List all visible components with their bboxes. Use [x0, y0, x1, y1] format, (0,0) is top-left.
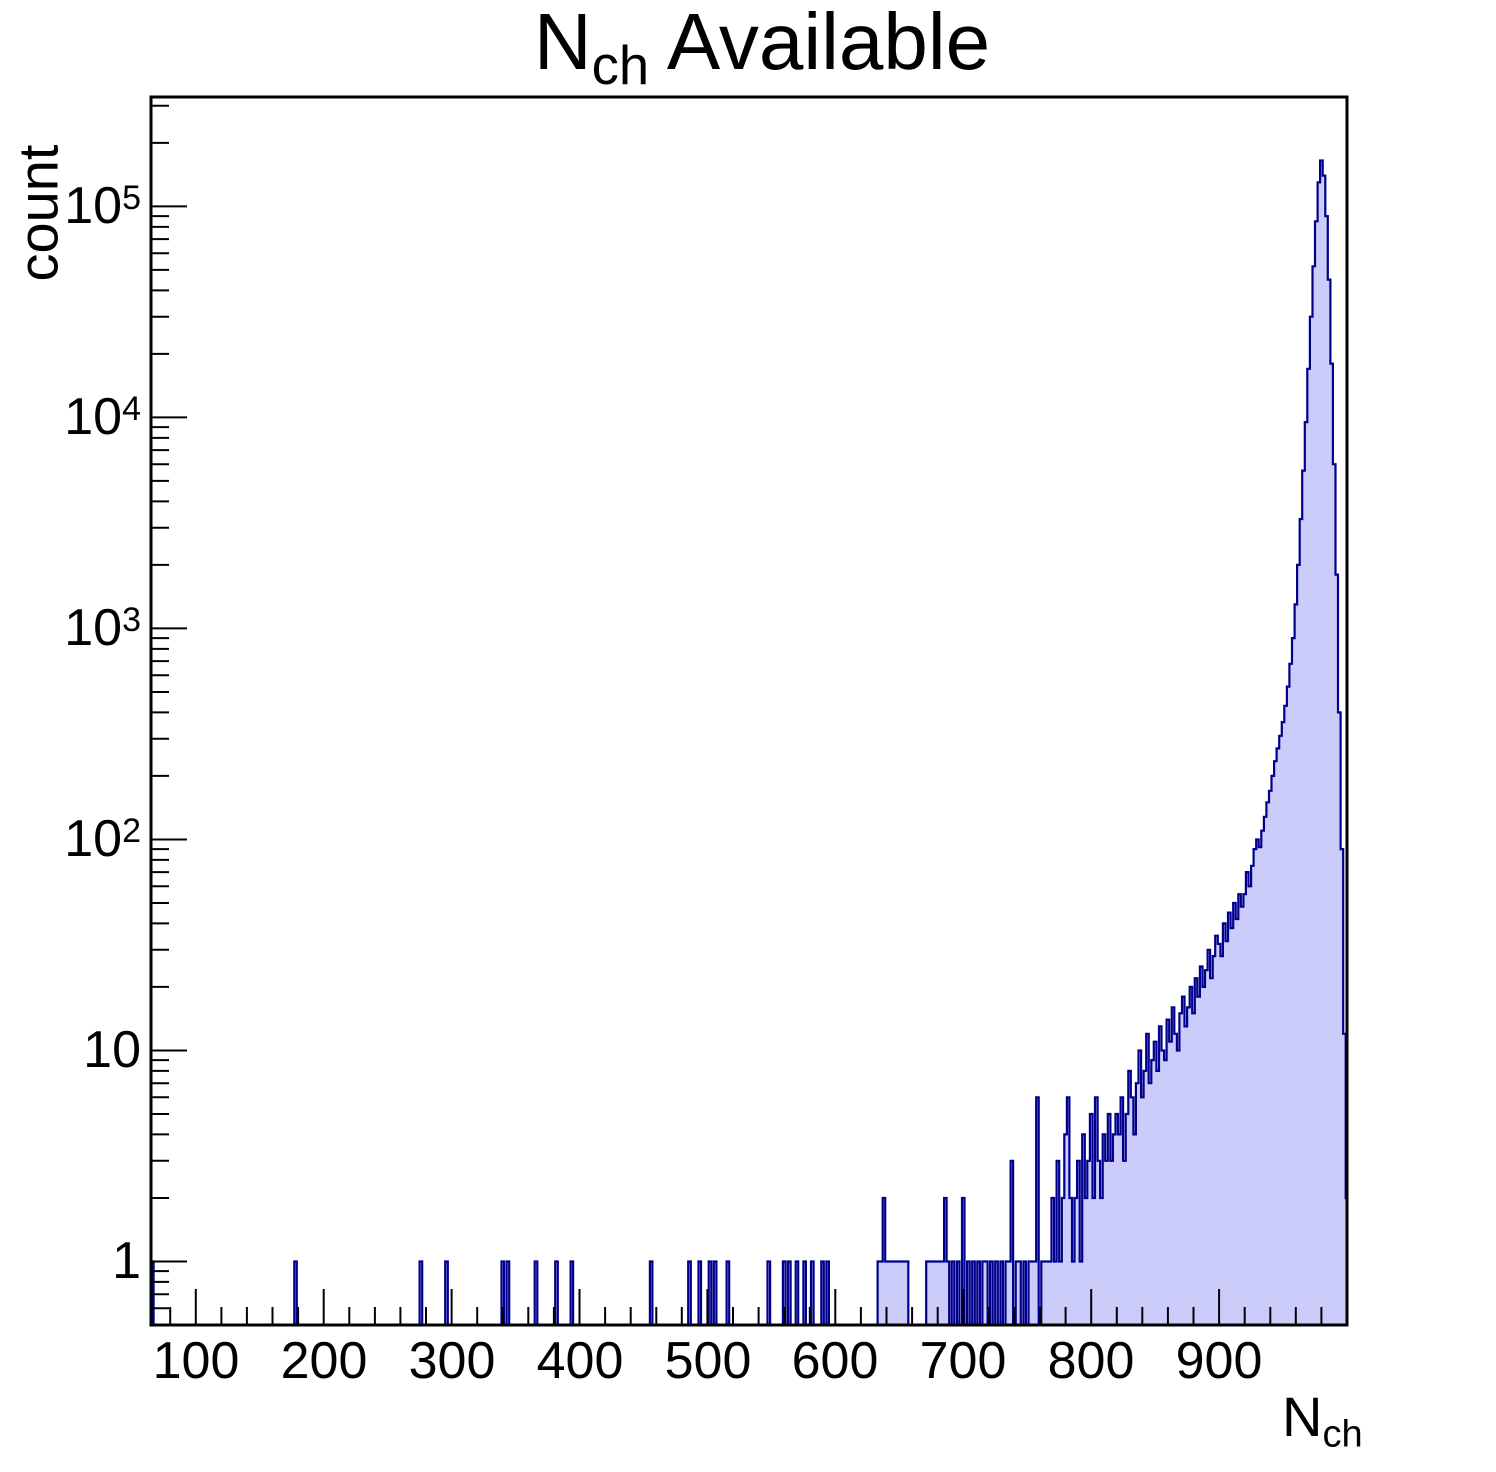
histogram-outline: [149, 159, 1349, 1327]
x-tick-label-700: 700: [919, 1332, 1007, 1390]
y-tick-label-1000: 103: [64, 599, 141, 657]
x-axis-title-main: N: [1282, 1385, 1323, 1448]
x-axis-title: Nch: [1282, 1384, 1363, 1457]
x-axis-title-subscript: ch: [1322, 1413, 1363, 1456]
y-tick-label-100000: 105: [64, 177, 141, 235]
x-tick-label-800: 800: [1047, 1332, 1135, 1390]
x-tick-label-200: 200: [280, 1332, 368, 1390]
y-tick-label-1: 1: [112, 1232, 141, 1290]
y-tick-label-10000: 104: [64, 388, 141, 446]
x-tick-label-400: 400: [536, 1332, 624, 1390]
y-tick-label-100: 102: [64, 810, 141, 868]
plot-title-rest: Available: [649, 0, 991, 86]
plot-title: Nch Available: [534, 2, 990, 94]
plot-title-main: N: [533, 0, 592, 86]
x-tick-label-500: 500: [664, 1332, 752, 1390]
plot-frame: [149, 95, 1349, 1327]
y-tick-label-10: 10: [83, 1021, 141, 1079]
histogram-fill: [151, 160, 1347, 1325]
plot-title-subscript: ch: [591, 35, 650, 97]
x-tick-label-300: 300: [408, 1332, 496, 1390]
x-tick-label-100: 100: [152, 1332, 240, 1390]
x-tick-label-900: 900: [1175, 1332, 1263, 1390]
x-tick-label-600: 600: [791, 1332, 879, 1390]
axis-ticks: [151, 104, 1323, 1325]
